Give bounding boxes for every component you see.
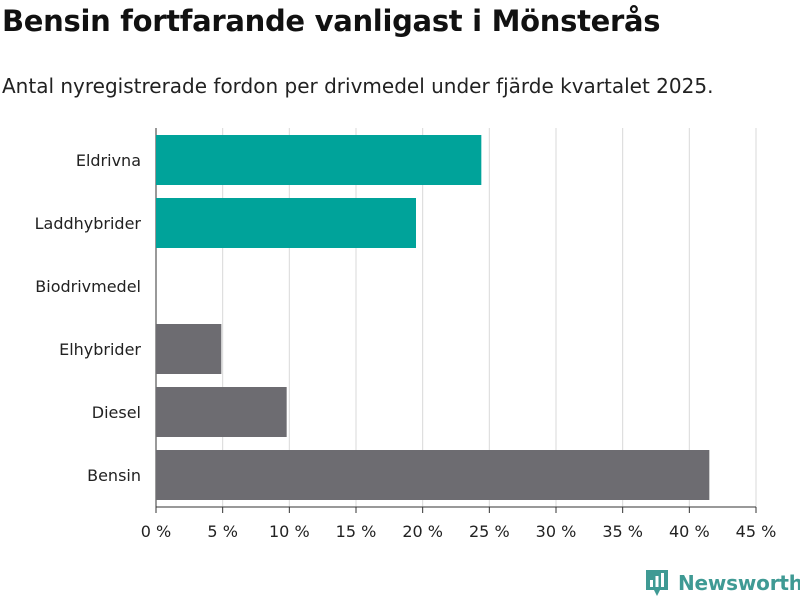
category-label: Elhybrider (59, 340, 141, 359)
chart-title: Bensin fortfarande vanligast i Mönsterås (2, 4, 661, 38)
bar-bensin (156, 450, 710, 500)
category-label: Diesel (92, 403, 141, 422)
x-tick-label: 15 % (336, 522, 377, 541)
brand-name: Newsworthy (678, 571, 800, 595)
bar-diesel (156, 387, 287, 437)
x-tick-label: 35 % (602, 522, 643, 541)
bar-eldrivna (156, 135, 482, 185)
bar-laddhybrider (156, 198, 416, 248)
category-label: Bensin (87, 466, 141, 485)
newsworthy-logo-icon (646, 570, 668, 596)
category-label: Biodrivmedel (35, 277, 141, 296)
x-tick-label: 30 % (536, 522, 577, 541)
x-tick-label: 40 % (669, 522, 710, 541)
bar-elhybrider (156, 324, 222, 374)
x-tick-label: 25 % (469, 522, 510, 541)
x-tick-label: 20 % (402, 522, 443, 541)
x-tick-label: 5 % (207, 522, 237, 541)
x-tick-label: 45 % (736, 522, 777, 541)
category-label: Laddhybrider (35, 214, 142, 233)
x-tick-label: 0 % (141, 522, 171, 541)
brand-logo: Newsworthy (644, 568, 800, 598)
x-tick-label: 10 % (269, 522, 310, 541)
chart-subtitle: Antal nyregistrerade fordon per drivmede… (2, 74, 714, 98)
category-label: Eldrivna (76, 151, 141, 170)
